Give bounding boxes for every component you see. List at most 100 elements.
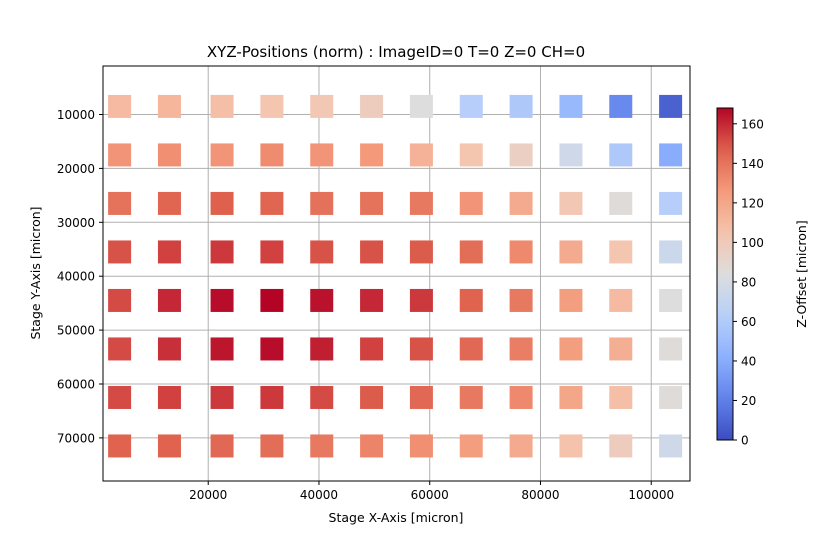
data-marker [360, 191, 384, 215]
data-marker [609, 434, 633, 458]
data-marker [659, 385, 683, 409]
data-marker [360, 94, 384, 118]
data-marker [260, 385, 284, 409]
data-marker [559, 434, 583, 458]
data-marker [459, 240, 483, 264]
colorbar-ticks: 0 20 40 60 80 100 120 140 160 [733, 117, 764, 448]
y-axis-label: Stage Y-Axis [micron] [28, 206, 43, 339]
data-marker [260, 143, 284, 167]
data-marker [108, 385, 132, 409]
x-axis-ticks: 20000 40000 60000 80000 100000 [189, 481, 674, 502]
data-marker [509, 240, 533, 264]
data-markers [108, 94, 683, 458]
y-tick-label: 60000 [57, 377, 95, 391]
data-marker [609, 240, 633, 264]
data-marker [157, 94, 181, 118]
colorbar-tick-label: 100 [741, 236, 764, 250]
data-marker [210, 191, 234, 215]
data-marker [559, 240, 583, 264]
colorbar-tick-label: 140 [741, 157, 764, 171]
colorbar-tick-label: 80 [741, 275, 756, 289]
data-marker [310, 288, 334, 312]
data-marker [509, 434, 533, 458]
data-marker [210, 240, 234, 264]
data-marker [659, 240, 683, 264]
x-tick-label: 60000 [411, 488, 449, 502]
data-marker [459, 191, 483, 215]
data-marker [157, 191, 181, 215]
data-marker [559, 143, 583, 167]
x-tick-label: 40000 [300, 488, 338, 502]
colorbar-label: Z-Offset [micron] [794, 220, 809, 327]
data-marker [260, 191, 284, 215]
data-marker [609, 288, 633, 312]
data-marker [459, 143, 483, 167]
chart-title: XYZ-Positions (norm) : ImageID=0 T=0 Z=0… [207, 43, 585, 61]
data-marker [210, 434, 234, 458]
data-marker [260, 240, 284, 264]
data-marker [157, 143, 181, 167]
data-marker [310, 337, 334, 361]
data-marker [509, 288, 533, 312]
y-tick-label: 20000 [57, 162, 95, 176]
data-marker [559, 385, 583, 409]
y-tick-label: 30000 [57, 216, 95, 230]
data-marker [409, 143, 433, 167]
data-marker [409, 191, 433, 215]
data-marker [310, 191, 334, 215]
data-marker [459, 288, 483, 312]
data-marker [108, 94, 132, 118]
data-marker [459, 385, 483, 409]
data-marker [559, 288, 583, 312]
data-marker [210, 143, 234, 167]
data-marker [310, 434, 334, 458]
colorbar-tick-label: 160 [741, 117, 764, 131]
colorbar-tick-label: 20 [741, 394, 756, 408]
data-marker [108, 337, 132, 361]
data-marker [409, 434, 433, 458]
data-marker [210, 337, 234, 361]
data-marker [409, 240, 433, 264]
data-marker [310, 385, 334, 409]
data-marker [157, 240, 181, 264]
data-marker [157, 337, 181, 361]
data-marker [609, 143, 633, 167]
x-axis-label: Stage X-Axis [micron] [329, 510, 464, 525]
data-marker [108, 288, 132, 312]
data-marker [260, 288, 284, 312]
data-marker [659, 337, 683, 361]
y-tick-label: 40000 [57, 270, 95, 284]
data-marker [260, 337, 284, 361]
data-marker [360, 337, 384, 361]
x-tick-label: 20000 [189, 488, 227, 502]
data-marker [157, 385, 181, 409]
data-marker [609, 385, 633, 409]
data-marker [459, 434, 483, 458]
x-tick-label: 80000 [521, 488, 559, 502]
data-marker [459, 337, 483, 361]
colorbar-tick-label: 120 [741, 196, 764, 210]
plot-frame [102, 65, 691, 482]
data-marker [310, 240, 334, 264]
data-marker [310, 143, 334, 167]
data-marker [360, 385, 384, 409]
data-marker [609, 94, 633, 118]
data-marker [559, 191, 583, 215]
data-marker [409, 94, 433, 118]
data-marker [509, 94, 533, 118]
data-marker [108, 191, 132, 215]
y-axis-ticks: 10000 20000 30000 40000 50000 60000 70000 [57, 108, 103, 445]
x-tick-label: 100000 [628, 488, 674, 502]
data-marker [108, 143, 132, 167]
data-marker [509, 385, 533, 409]
data-marker [559, 94, 583, 118]
data-marker [108, 434, 132, 458]
data-marker [360, 288, 384, 312]
colorbar-tick-label: 0 [741, 434, 749, 448]
colorbar-tick-label: 60 [741, 315, 756, 329]
y-tick-label: 10000 [57, 108, 95, 122]
colorbar-tick-label: 40 [741, 354, 756, 368]
data-marker [609, 337, 633, 361]
data-marker [509, 143, 533, 167]
